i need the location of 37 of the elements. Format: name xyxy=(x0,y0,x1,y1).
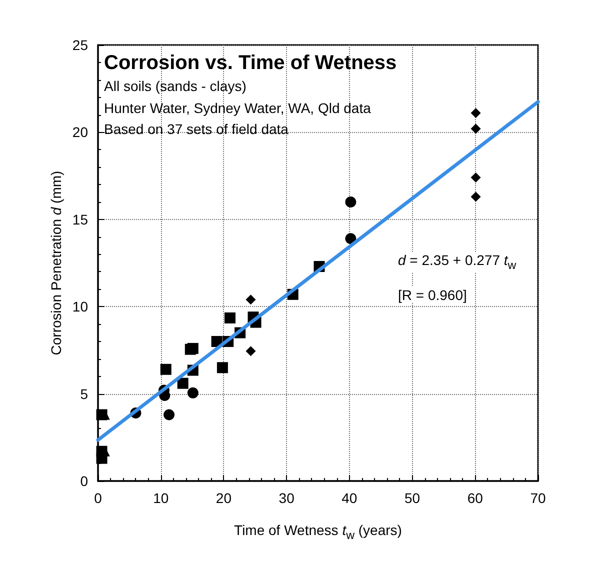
annotation: Based on 37 sets of field data xyxy=(104,121,288,137)
x-axis-title: Time of Wetness t$_{w}$ (years) xyxy=(234,522,402,542)
y-tick-label: 20 xyxy=(72,124,88,140)
y-tick-label: 5 xyxy=(80,386,88,402)
point xyxy=(470,124,481,134)
y-tick-label: 10 xyxy=(72,298,88,315)
point xyxy=(345,233,356,244)
y-tick-label: 15 xyxy=(72,211,88,228)
y-tick-label: 25 xyxy=(72,37,88,53)
x-tick-label: 20 xyxy=(216,490,232,506)
y-axis-title: Corrosion Penetration d (mm) xyxy=(48,170,64,356)
annotation: d = 2.35 + 0.277 t$_{w}$ xyxy=(398,252,516,272)
x-tick-label: 40 xyxy=(342,490,358,506)
point xyxy=(187,342,198,354)
point xyxy=(246,346,256,356)
annotation: Hunter Water, Sydney Water, WA, Qld data xyxy=(104,100,371,116)
y-tick-label: 0 xyxy=(80,473,88,489)
x-tick-label: 30 xyxy=(278,490,295,506)
x-tick-label: 10 xyxy=(153,490,169,506)
point xyxy=(164,409,175,420)
annotation: [R = 0.960] xyxy=(398,287,467,303)
point xyxy=(345,196,356,208)
x-tick-label: 50 xyxy=(404,490,420,506)
point xyxy=(187,387,198,398)
x-tick-label: 0 xyxy=(94,490,102,506)
x-tick-label: 70 xyxy=(530,490,546,506)
point xyxy=(160,364,172,375)
point xyxy=(470,108,481,118)
point xyxy=(470,172,481,183)
point xyxy=(224,312,236,324)
point xyxy=(246,294,256,305)
point xyxy=(216,362,228,374)
point xyxy=(470,192,481,202)
chart-title: Corrosion vs. Time of Wetness xyxy=(104,52,397,75)
point xyxy=(177,378,188,389)
x-tick-label: 60 xyxy=(467,490,484,506)
annotation: All soils (sands - clays) xyxy=(104,78,246,94)
